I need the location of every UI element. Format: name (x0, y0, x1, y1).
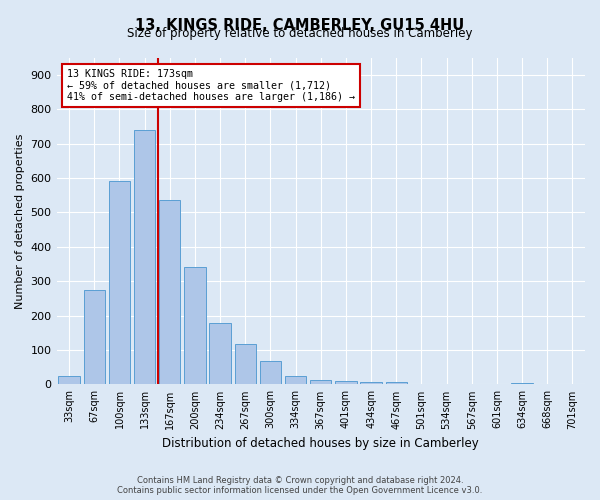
Text: Contains HM Land Registry data © Crown copyright and database right 2024.
Contai: Contains HM Land Registry data © Crown c… (118, 476, 482, 495)
Bar (361, 382, 382, 384)
Bar (235, 344, 256, 385)
Bar (83, 290, 105, 384)
Bar (335, 381, 356, 384)
Bar (285, 376, 307, 384)
Bar (58, 376, 80, 384)
Bar (386, 382, 407, 384)
Text: 13, KINGS RIDE, CAMBERLEY, GU15 4HU: 13, KINGS RIDE, CAMBERLEY, GU15 4HU (136, 18, 464, 32)
Bar (109, 182, 130, 384)
Bar (511, 382, 533, 384)
Bar (184, 268, 206, 384)
X-axis label: Distribution of detached houses by size in Camberley: Distribution of detached houses by size … (163, 437, 479, 450)
Bar (260, 361, 281, 384)
Text: Size of property relative to detached houses in Camberley: Size of property relative to detached ho… (127, 28, 473, 40)
Bar (159, 200, 181, 384)
Y-axis label: Number of detached properties: Number of detached properties (15, 134, 25, 308)
Bar (209, 323, 231, 384)
Bar (134, 130, 155, 384)
Text: 13 KINGS RIDE: 173sqm
← 59% of detached houses are smaller (1,712)
41% of semi-d: 13 KINGS RIDE: 173sqm ← 59% of detached … (67, 69, 355, 102)
Bar (310, 380, 331, 384)
